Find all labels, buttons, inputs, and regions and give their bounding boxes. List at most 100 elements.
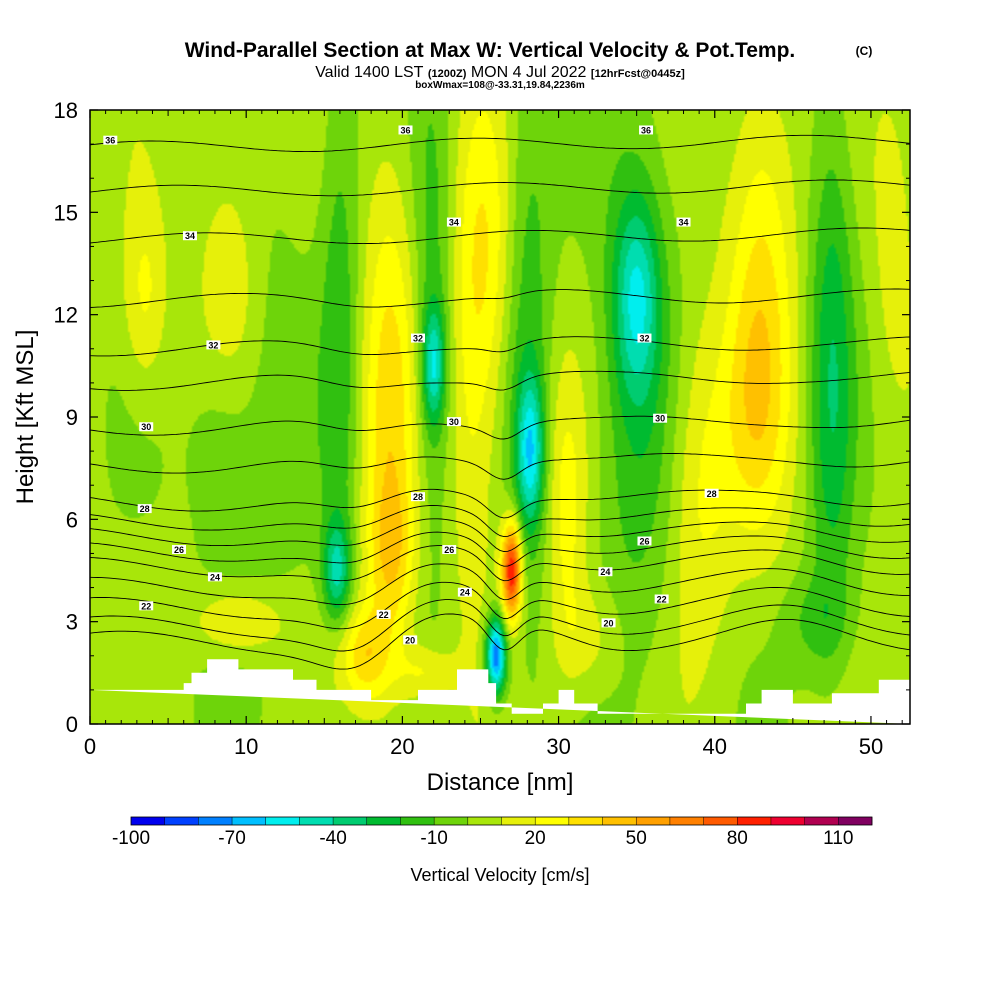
valid-date: MON 4 Jul 2022 [471,64,587,81]
x-axis-label: Distance [nm] [427,769,574,796]
colorbar-tick-label: 110 [823,828,853,849]
isentrope-35 [90,179,910,197]
colorbar-swatch [636,817,671,825]
svg-text:36: 36 [400,125,410,135]
colorbar-tick-label: -10 [420,828,447,849]
x-tick-label: 20 [390,734,414,759]
isentrope-label: 30 [139,422,154,432]
svg-text:28: 28 [707,489,717,499]
isentrope-label: 28 [704,488,719,499]
svg-text:34: 34 [185,231,195,241]
svg-text:28: 28 [140,504,150,514]
svg-text:28: 28 [413,492,423,502]
y-tick-label: 18 [54,98,78,123]
isentrope-29 [90,453,910,480]
colorbar-tick-label: 20 [525,828,546,849]
isentrope-34 [90,227,910,245]
colorbar-swatch [568,817,603,825]
chart-title: Wind-Parallel Section at Max W: Vertical… [185,39,796,62]
y-axis: 0 36 9 12 15 18 [54,98,910,737]
copyright-mark: (C) [856,44,873,58]
colorbar-swatch [400,817,435,825]
isentrope-26 [90,518,910,552]
colorbar-swatch [198,817,233,825]
svg-text:22: 22 [141,601,151,611]
colorbar-swatch [838,817,873,825]
colorbar-swatch [669,817,704,825]
colorbar-swatch [467,817,502,825]
colorbar-swatch [164,817,199,825]
svg-text:34: 34 [449,218,459,228]
isentrope-32 [90,336,910,357]
colorbar: -100 -70 -40 -10 20 50 80 110 [112,816,873,849]
x-tick-label: 50 [859,734,883,759]
y-axis-label: Height [Kft MSL] [12,330,39,505]
isentrope-label: 26 [637,536,652,547]
colorbar-swatch [232,817,267,825]
isentrope-label: 26 [172,545,187,555]
isentrope-27 [90,505,910,538]
isentrope-20 [90,613,910,670]
colorbar-swatch [265,817,300,825]
svg-text:26: 26 [639,537,649,547]
isentrope-label: 24 [457,587,472,598]
isentrope-label: 32 [637,333,652,344]
isentrope-label: 36 [398,125,413,135]
isentrope-label: 28 [137,504,152,514]
colorbar-tick-label: -100 [112,828,150,849]
svg-text:30: 30 [449,417,459,427]
colorbar-swatch [737,817,772,825]
svg-text:30: 30 [655,414,665,424]
isentrope-30 [90,415,910,440]
isentrope-33 [90,288,910,308]
svg-text:24: 24 [600,567,610,577]
isentrope-21 [90,599,910,652]
isentrope-label: 30 [653,413,668,424]
valid-time: Valid 1400 LST [315,64,423,81]
isentrope-36 [90,134,910,153]
colorbar-swatch [366,817,401,825]
valid-utc: (1200Z) [428,68,467,80]
svg-text:34: 34 [679,218,689,228]
isentrope-layer [90,134,910,670]
plot-area: 20 20 22 22 22 24 24 24 26 26 26 28 28 28 30 30 30 32 32 32… [89,109,911,725]
isentrope-label: 26 [442,545,457,555]
colorbar-swatch [434,817,469,825]
isentrope-label: 36 [639,125,654,135]
isentrope-23 [90,563,910,606]
y-tick-label: 12 [54,303,78,328]
x-axis: 0 10 20 30 40 50 [84,110,903,759]
colorbar-swatch [535,817,570,825]
y-tick-label: 15 [54,200,78,225]
y-tick-label: 6 [66,507,78,532]
colorbar-swatch [501,817,536,825]
svg-text:24: 24 [460,588,470,598]
y-tick-label: 0 [66,712,78,737]
isentrope-label: 22 [139,601,154,611]
colorbar-label: Vertical Velocity [cm/s] [410,865,589,885]
svg-text:36: 36 [641,125,651,135]
velocity-heatmap [90,110,910,724]
colorbar-swatch [602,817,637,825]
box-info: boxWmax=108@-33.31,19.84,2236m [415,80,585,91]
isentrope-label: 32 [411,333,425,344]
isentrope-label: 22 [376,609,391,620]
x-tick-label: 40 [703,734,727,759]
isentrope-label: 28 [411,492,425,502]
isentrope-label: 30 [446,417,461,427]
isentrope-label: 34 [676,217,691,228]
svg-text:22: 22 [379,610,389,620]
svg-text:32: 32 [413,334,423,344]
colorbar-swatch [131,817,165,825]
svg-text:32: 32 [639,334,649,344]
colorbar-swatch [804,817,839,825]
colorbar-swatch [703,817,738,825]
subtitle: Valid 1400 LST (1200Z) MON 4 Jul 2022 [1… [315,64,685,81]
isentrope-label: 22 [654,594,669,604]
y-tick-label: 9 [66,405,78,430]
isentrope-label: 20 [403,635,418,645]
isentrope-label: 20 [601,618,616,628]
svg-text:22: 22 [657,594,667,604]
svg-text:30: 30 [141,422,151,432]
